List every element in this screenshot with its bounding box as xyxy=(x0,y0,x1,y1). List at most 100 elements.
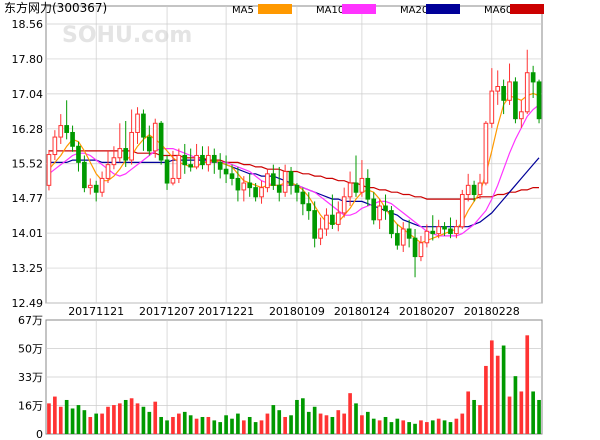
volume-bar xyxy=(425,422,429,434)
candle-body xyxy=(341,196,347,214)
legend-label-ma5: MA5 xyxy=(232,5,254,16)
date-tick-label: 20180207 xyxy=(399,305,455,318)
candle-body xyxy=(489,90,495,124)
candle-body xyxy=(129,131,134,161)
volume-bar xyxy=(495,355,500,434)
candle-body xyxy=(164,159,170,184)
price-tick-label: 17.80 xyxy=(12,53,44,66)
price-tick-label: 16.28 xyxy=(12,123,44,136)
date-tick-label: 20180109 xyxy=(269,305,325,318)
candle-body xyxy=(52,136,58,156)
candle-body xyxy=(276,184,282,193)
volume-bar xyxy=(306,411,311,434)
candle-body xyxy=(259,187,264,198)
candle-body xyxy=(395,233,400,246)
candle-body xyxy=(324,214,329,230)
candle-body xyxy=(158,122,164,161)
volume-bar xyxy=(484,365,488,434)
candle-body xyxy=(46,154,52,186)
candle-body xyxy=(271,173,276,186)
candle-body xyxy=(471,184,477,196)
price-tick-label: 14.01 xyxy=(12,227,44,240)
volume-tick-label: 33万 xyxy=(18,371,43,384)
candle-body xyxy=(524,72,530,113)
candle-body xyxy=(330,214,335,225)
price-tick-label: 14.77 xyxy=(12,192,44,205)
volume-bar xyxy=(389,422,394,434)
volume-bar xyxy=(177,413,181,434)
candle-body xyxy=(294,184,300,193)
volume-bar xyxy=(436,418,441,434)
volume-bar xyxy=(460,413,465,434)
volume-bar xyxy=(141,406,146,434)
volume-bar xyxy=(525,335,530,434)
volume-bar xyxy=(478,405,482,434)
candle-body xyxy=(188,164,193,168)
candle-body xyxy=(454,226,459,235)
candle-body xyxy=(288,171,294,186)
candle-body xyxy=(465,184,471,196)
candle-body xyxy=(235,177,241,191)
candle-body xyxy=(247,182,253,189)
volume-bar xyxy=(247,416,252,434)
date-tick-label: 20180124 xyxy=(334,305,390,318)
volume-bar xyxy=(383,416,388,434)
legend-swatch-ma10 xyxy=(342,4,376,14)
volume-bar xyxy=(241,420,246,434)
price-tick-label: 18.56 xyxy=(12,18,44,31)
candle-body xyxy=(223,168,229,175)
price-tick-label: 13.25 xyxy=(12,262,44,275)
candle-body xyxy=(241,182,247,191)
candle-body xyxy=(200,154,205,166)
volume-bar xyxy=(76,405,81,434)
candle-body xyxy=(383,205,388,212)
candle-body xyxy=(306,203,312,212)
volume-bar xyxy=(301,398,305,434)
volume-tick-label: 67万 xyxy=(18,314,43,327)
candle-body xyxy=(501,86,506,101)
candle-body xyxy=(82,161,87,189)
volume-bar xyxy=(70,408,75,434)
candle-body xyxy=(76,145,81,163)
watermark-logo: SOHU.com xyxy=(62,23,192,48)
volume-bar xyxy=(194,418,199,434)
volume-bar xyxy=(318,413,323,434)
candle-body xyxy=(58,125,64,138)
volume-bar xyxy=(519,391,524,434)
candle-body xyxy=(359,177,365,193)
candle-body xyxy=(282,171,288,193)
candle-body xyxy=(347,182,353,198)
candle-body xyxy=(513,81,518,120)
candle-body xyxy=(477,182,483,196)
volume-bar xyxy=(354,403,358,434)
candle-body xyxy=(536,81,542,120)
volume-bar xyxy=(442,420,447,434)
candle-body xyxy=(64,125,69,133)
candle-body xyxy=(135,113,140,133)
candle-body xyxy=(353,182,359,193)
volume-bar xyxy=(507,396,512,434)
volume-bar xyxy=(265,413,270,434)
volume-bar xyxy=(466,391,471,434)
candle-body xyxy=(436,226,441,235)
date-tick-label: 20180228 xyxy=(464,305,520,318)
volume-bar xyxy=(277,410,282,434)
candle-body xyxy=(206,154,211,166)
volume-bar xyxy=(283,416,287,434)
volume-bar xyxy=(454,418,459,434)
volume-bar xyxy=(165,420,169,434)
volume-bar xyxy=(182,411,187,434)
volume-bar xyxy=(64,399,69,434)
candle-body xyxy=(70,131,75,147)
volume-tick-label: 0 xyxy=(36,428,43,440)
volume-tick-label: 50万 xyxy=(18,343,43,356)
volume-bar xyxy=(537,399,541,434)
volume-bar xyxy=(123,399,128,434)
volume-bar xyxy=(271,405,276,434)
ma10-line xyxy=(48,104,540,237)
candle-body xyxy=(412,237,418,258)
volume-bar xyxy=(259,420,264,434)
volume-bar xyxy=(159,416,163,434)
